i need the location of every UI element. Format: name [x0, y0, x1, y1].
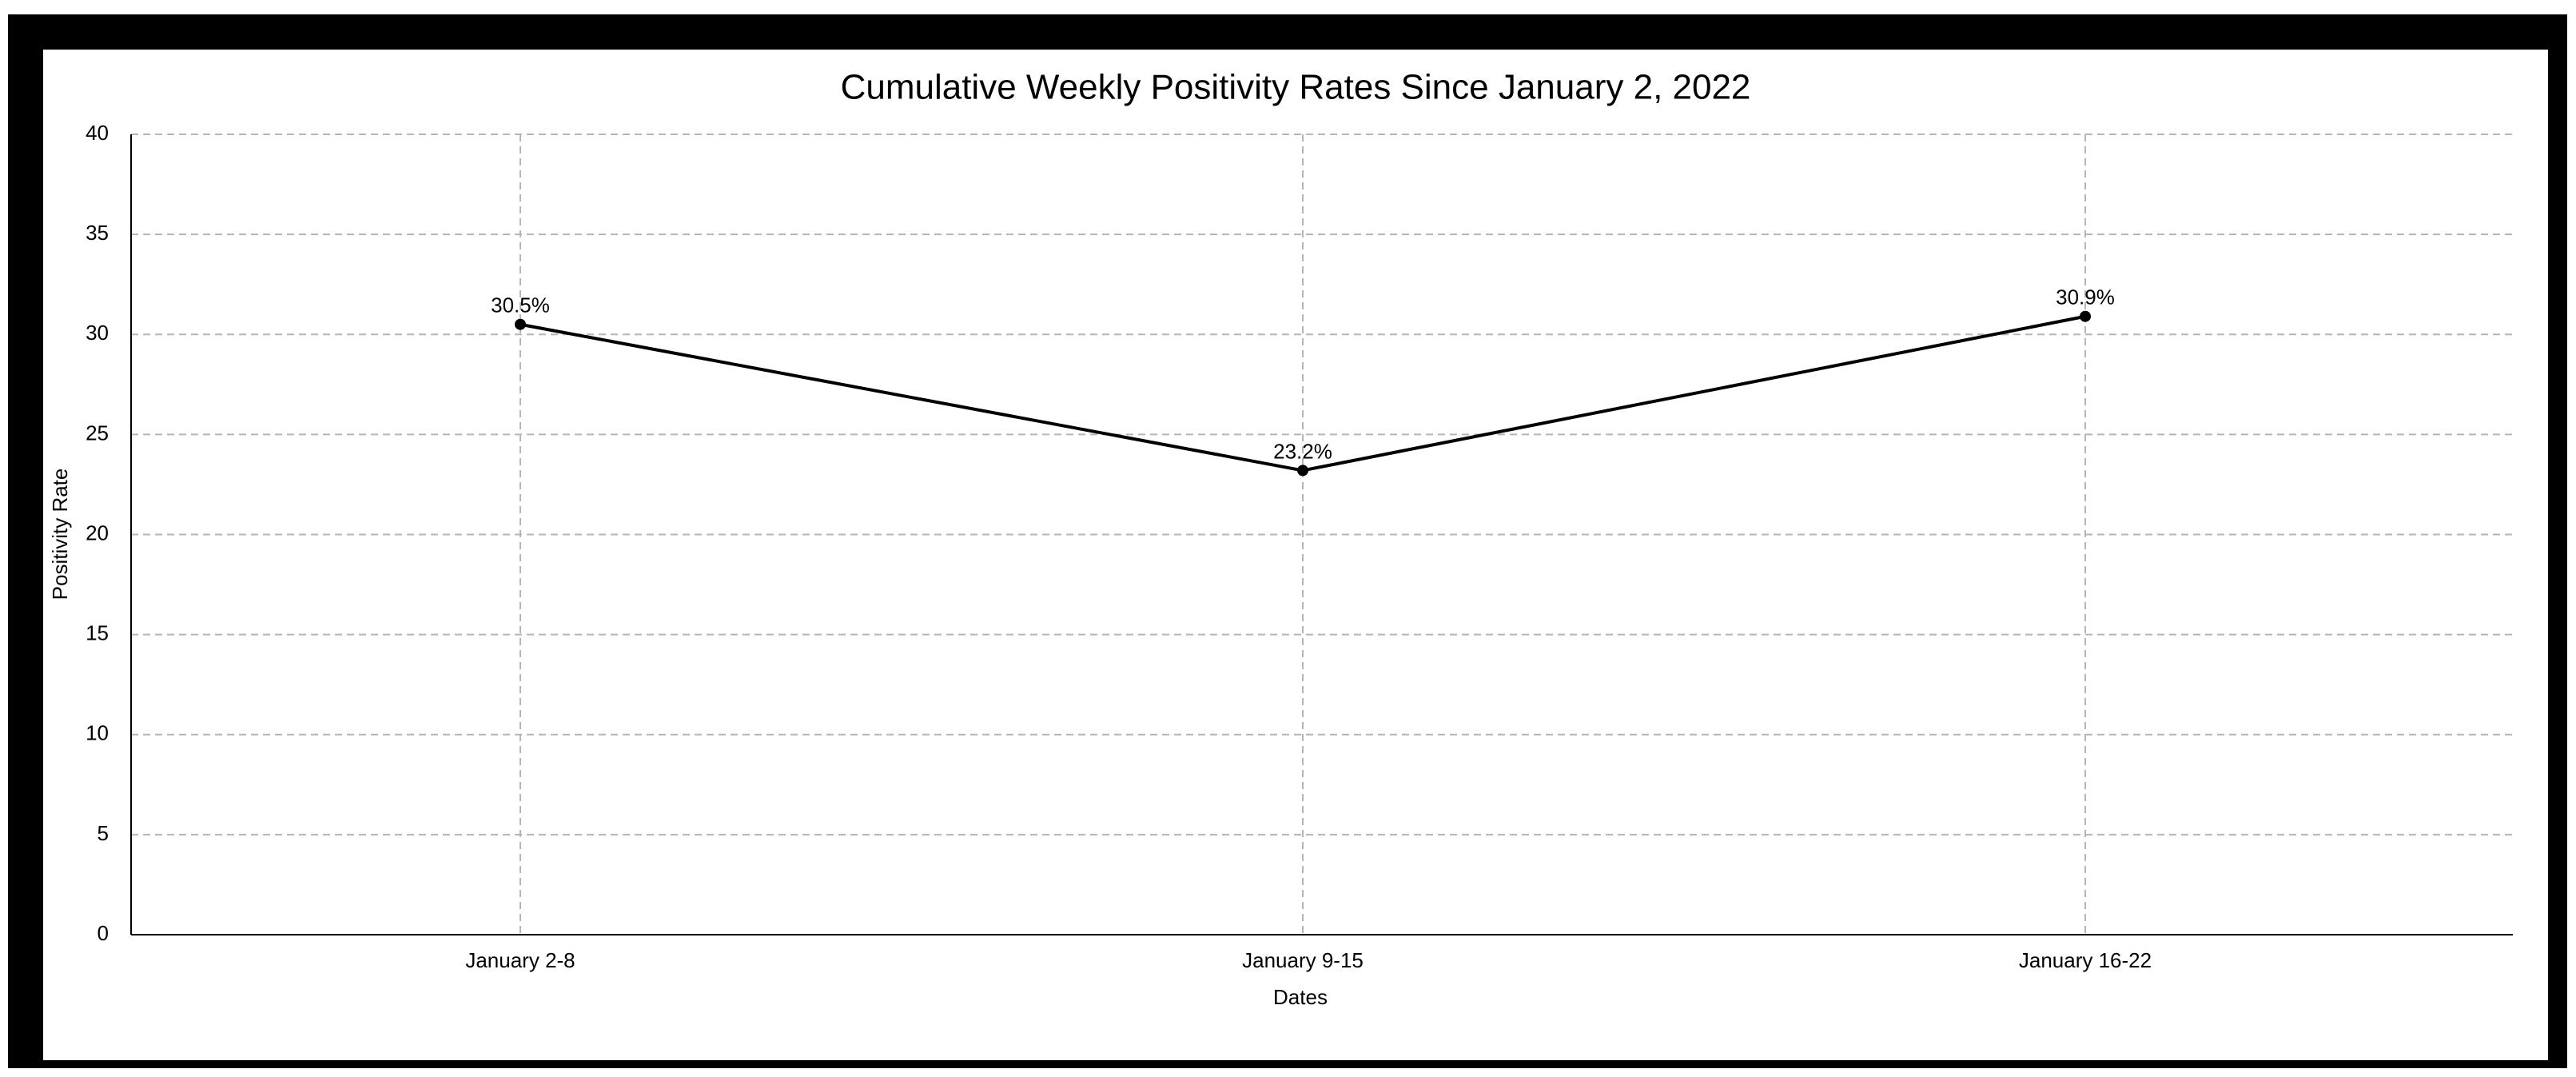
gridlines	[131, 134, 2513, 935]
x-axis-ticks: January 2-8 January 9-15 January 16-22	[465, 948, 2152, 972]
x-axis-label: Dates	[1273, 985, 1328, 1009]
axes	[130, 134, 2513, 935]
y-axis-ticks: 0 5 10 15 20 25 30 35 40	[86, 121, 109, 945]
data-label: 30.5%	[491, 293, 550, 317]
y-tick-label: 0	[98, 921, 109, 945]
x-tick-label: January 2-8	[465, 948, 575, 972]
y-tick-label: 40	[86, 121, 109, 145]
data-point	[515, 318, 526, 330]
data-label: 30.9%	[2056, 285, 2115, 309]
y-tick-label: 15	[86, 621, 109, 645]
y-axis-label: Positivity Rate	[48, 469, 72, 600]
series-group: 30.5% 23.2% 30.9%	[491, 285, 2115, 477]
y-tick-label: 35	[86, 221, 109, 245]
data-point	[1297, 465, 1308, 477]
y-tick-label: 20	[86, 521, 109, 544]
line-chart: Cumulative Weekly Positivity Rates Since…	[48, 68, 2513, 1009]
y-tick-label: 30	[86, 321, 109, 345]
data-point	[2080, 310, 2091, 322]
chart-frame: Cumulative Weekly Positivity Rates Since…	[8, 14, 2567, 1068]
chart-canvas: Cumulative Weekly Positivity Rates Since…	[43, 50, 2548, 1060]
y-tick-label: 5	[98, 821, 109, 845]
y-tick-label: 25	[86, 421, 109, 445]
data-label: 23.2%	[1273, 439, 1332, 463]
y-tick-label: 10	[86, 721, 109, 745]
chart-title: Cumulative Weekly Positivity Rates Since…	[841, 68, 1751, 107]
x-tick-label: January 16-22	[2019, 948, 2152, 972]
x-tick-label: January 9-15	[1242, 948, 1364, 972]
